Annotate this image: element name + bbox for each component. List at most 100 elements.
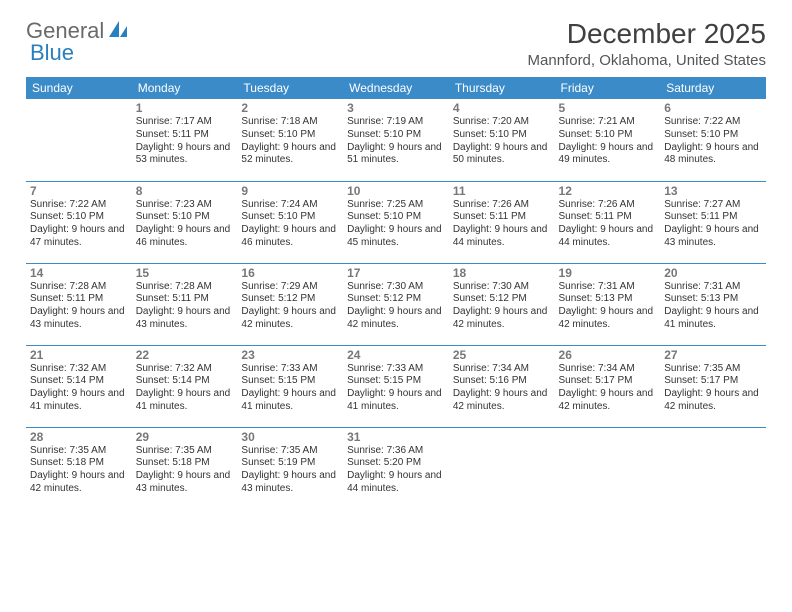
day-info: Sunrise: 7:33 AMSunset: 5:15 PMDaylight:… xyxy=(347,363,445,414)
day-info: Sunrise: 7:35 AMSunset: 5:17 PMDaylight:… xyxy=(664,363,762,414)
day-number: 17 xyxy=(347,266,445,280)
calendar-cell: 15Sunrise: 7:28 AMSunset: 5:11 PMDayligh… xyxy=(132,263,238,345)
day-number: 10 xyxy=(347,184,445,198)
day-number: 11 xyxy=(453,184,551,198)
calendar-cell xyxy=(555,427,661,509)
calendar-cell: 17Sunrise: 7:30 AMSunset: 5:12 PMDayligh… xyxy=(343,263,449,345)
day-info: Sunrise: 7:31 AMSunset: 5:13 PMDaylight:… xyxy=(559,281,657,332)
day-info: Sunrise: 7:31 AMSunset: 5:13 PMDaylight:… xyxy=(664,281,762,332)
calendar-cell: 9Sunrise: 7:24 AMSunset: 5:10 PMDaylight… xyxy=(237,181,343,263)
day-info: Sunrise: 7:23 AMSunset: 5:10 PMDaylight:… xyxy=(136,199,234,250)
calendar-cell: 8Sunrise: 7:23 AMSunset: 5:10 PMDaylight… xyxy=(132,181,238,263)
day-info: Sunrise: 7:29 AMSunset: 5:12 PMDaylight:… xyxy=(241,281,339,332)
day-number: 7 xyxy=(30,184,128,198)
calendar-cell: 29Sunrise: 7:35 AMSunset: 5:18 PMDayligh… xyxy=(132,427,238,509)
day-number: 24 xyxy=(347,348,445,362)
calendar-cell: 22Sunrise: 7:32 AMSunset: 5:14 PMDayligh… xyxy=(132,345,238,427)
day-info: Sunrise: 7:32 AMSunset: 5:14 PMDaylight:… xyxy=(136,363,234,414)
day-number: 21 xyxy=(30,348,128,362)
day-number: 20 xyxy=(664,266,762,280)
day-number: 22 xyxy=(136,348,234,362)
day-number: 25 xyxy=(453,348,551,362)
calendar-cell: 13Sunrise: 7:27 AMSunset: 5:11 PMDayligh… xyxy=(660,181,766,263)
brand-logo-line2: Blue xyxy=(30,40,74,66)
calendar-cell: 6Sunrise: 7:22 AMSunset: 5:10 PMDaylight… xyxy=(660,99,766,181)
calendar-cell: 5Sunrise: 7:21 AMSunset: 5:10 PMDaylight… xyxy=(555,99,661,181)
calendar-cell: 28Sunrise: 7:35 AMSunset: 5:18 PMDayligh… xyxy=(26,427,132,509)
day-number: 30 xyxy=(241,430,339,444)
day-number: 6 xyxy=(664,101,762,115)
calendar-cell: 20Sunrise: 7:31 AMSunset: 5:13 PMDayligh… xyxy=(660,263,766,345)
calendar-cell xyxy=(449,427,555,509)
day-number: 2 xyxy=(241,101,339,115)
day-header: Thursday xyxy=(449,77,555,99)
calendar-cell: 25Sunrise: 7:34 AMSunset: 5:16 PMDayligh… xyxy=(449,345,555,427)
calendar-page: General December 2025 Mannford, Oklahoma… xyxy=(0,0,792,519)
day-header: Wednesday xyxy=(343,77,449,99)
calendar-week: 28Sunrise: 7:35 AMSunset: 5:18 PMDayligh… xyxy=(26,427,766,509)
day-info: Sunrise: 7:24 AMSunset: 5:10 PMDaylight:… xyxy=(241,199,339,250)
day-info: Sunrise: 7:28 AMSunset: 5:11 PMDaylight:… xyxy=(136,281,234,332)
day-info: Sunrise: 7:22 AMSunset: 5:10 PMDaylight:… xyxy=(664,116,762,167)
day-info: Sunrise: 7:34 AMSunset: 5:17 PMDaylight:… xyxy=(559,363,657,414)
day-info: Sunrise: 7:17 AMSunset: 5:11 PMDaylight:… xyxy=(136,116,234,167)
location-text: Mannford, Oklahoma, United States xyxy=(528,52,766,69)
calendar-cell: 31Sunrise: 7:36 AMSunset: 5:20 PMDayligh… xyxy=(343,427,449,509)
day-info: Sunrise: 7:32 AMSunset: 5:14 PMDaylight:… xyxy=(30,363,128,414)
calendar-cell: 26Sunrise: 7:34 AMSunset: 5:17 PMDayligh… xyxy=(555,345,661,427)
calendar-cell: 16Sunrise: 7:29 AMSunset: 5:12 PMDayligh… xyxy=(237,263,343,345)
day-number: 5 xyxy=(559,101,657,115)
page-title: December 2025 xyxy=(528,18,766,50)
day-info: Sunrise: 7:26 AMSunset: 5:11 PMDaylight:… xyxy=(559,199,657,250)
calendar-cell: 27Sunrise: 7:35 AMSunset: 5:17 PMDayligh… xyxy=(660,345,766,427)
day-info: Sunrise: 7:35 AMSunset: 5:19 PMDaylight:… xyxy=(241,445,339,496)
day-number: 1 xyxy=(136,101,234,115)
calendar-cell: 24Sunrise: 7:33 AMSunset: 5:15 PMDayligh… xyxy=(343,345,449,427)
calendar-cell: 23Sunrise: 7:33 AMSunset: 5:15 PMDayligh… xyxy=(237,345,343,427)
day-number: 4 xyxy=(453,101,551,115)
day-info: Sunrise: 7:30 AMSunset: 5:12 PMDaylight:… xyxy=(453,281,551,332)
day-info: Sunrise: 7:19 AMSunset: 5:10 PMDaylight:… xyxy=(347,116,445,167)
day-number: 13 xyxy=(664,184,762,198)
day-number: 19 xyxy=(559,266,657,280)
day-number: 8 xyxy=(136,184,234,198)
day-info: Sunrise: 7:20 AMSunset: 5:10 PMDaylight:… xyxy=(453,116,551,167)
day-number: 15 xyxy=(136,266,234,280)
day-number: 14 xyxy=(30,266,128,280)
calendar-cell: 1Sunrise: 7:17 AMSunset: 5:11 PMDaylight… xyxy=(132,99,238,181)
day-number: 12 xyxy=(559,184,657,198)
calendar-table: SundayMondayTuesdayWednesdayThursdayFrid… xyxy=(26,77,766,509)
calendar-cell: 30Sunrise: 7:35 AMSunset: 5:19 PMDayligh… xyxy=(237,427,343,509)
title-block: December 2025 Mannford, Oklahoma, United… xyxy=(528,18,766,69)
day-number: 29 xyxy=(136,430,234,444)
day-number: 23 xyxy=(241,348,339,362)
calendar-cell xyxy=(660,427,766,509)
calendar-cell: 18Sunrise: 7:30 AMSunset: 5:12 PMDayligh… xyxy=(449,263,555,345)
day-info: Sunrise: 7:21 AMSunset: 5:10 PMDaylight:… xyxy=(559,116,657,167)
calendar-cell: 7Sunrise: 7:22 AMSunset: 5:10 PMDaylight… xyxy=(26,181,132,263)
brand-sail-icon xyxy=(108,20,130,38)
calendar-week: 7Sunrise: 7:22 AMSunset: 5:10 PMDaylight… xyxy=(26,181,766,263)
day-info: Sunrise: 7:25 AMSunset: 5:10 PMDaylight:… xyxy=(347,199,445,250)
calendar-cell: 4Sunrise: 7:20 AMSunset: 5:10 PMDaylight… xyxy=(449,99,555,181)
calendar-cell: 14Sunrise: 7:28 AMSunset: 5:11 PMDayligh… xyxy=(26,263,132,345)
calendar-cell: 2Sunrise: 7:18 AMSunset: 5:10 PMDaylight… xyxy=(237,99,343,181)
header: General December 2025 Mannford, Oklahoma… xyxy=(26,18,766,69)
day-info: Sunrise: 7:18 AMSunset: 5:10 PMDaylight:… xyxy=(241,116,339,167)
day-number: 16 xyxy=(241,266,339,280)
day-info: Sunrise: 7:34 AMSunset: 5:16 PMDaylight:… xyxy=(453,363,551,414)
calendar-cell xyxy=(26,99,132,181)
calendar-week: 14Sunrise: 7:28 AMSunset: 5:11 PMDayligh… xyxy=(26,263,766,345)
day-info: Sunrise: 7:36 AMSunset: 5:20 PMDaylight:… xyxy=(347,445,445,496)
day-header: Saturday xyxy=(660,77,766,99)
calendar-body: 1Sunrise: 7:17 AMSunset: 5:11 PMDaylight… xyxy=(26,99,766,509)
day-info: Sunrise: 7:28 AMSunset: 5:11 PMDaylight:… xyxy=(30,281,128,332)
day-header: Friday xyxy=(555,77,661,99)
day-number: 28 xyxy=(30,430,128,444)
day-number: 18 xyxy=(453,266,551,280)
calendar-cell: 10Sunrise: 7:25 AMSunset: 5:10 PMDayligh… xyxy=(343,181,449,263)
day-info: Sunrise: 7:26 AMSunset: 5:11 PMDaylight:… xyxy=(453,199,551,250)
calendar-cell: 21Sunrise: 7:32 AMSunset: 5:14 PMDayligh… xyxy=(26,345,132,427)
day-header: Monday xyxy=(132,77,238,99)
day-info: Sunrise: 7:35 AMSunset: 5:18 PMDaylight:… xyxy=(30,445,128,496)
